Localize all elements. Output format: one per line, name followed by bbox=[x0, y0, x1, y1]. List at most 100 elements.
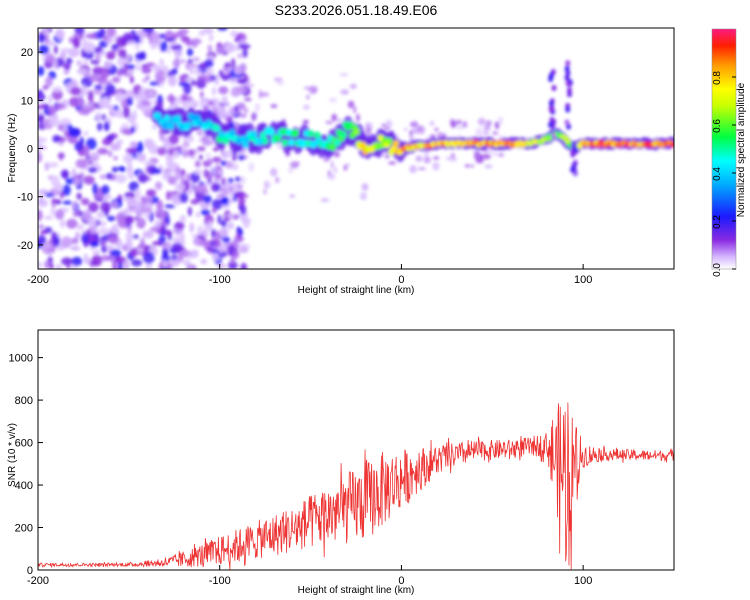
heatmap-cell bbox=[95, 112, 102, 122]
heatmap-cell bbox=[566, 87, 572, 94]
heatmap-cell bbox=[111, 43, 119, 52]
heatmap-ridge-cell bbox=[268, 128, 275, 136]
heatmap-cell bbox=[263, 181, 272, 189]
heatmap-cell bbox=[38, 261, 43, 268]
heatmap-cell bbox=[159, 58, 164, 65]
heatmap-x-axis: -200 -100 0 100 bbox=[27, 264, 592, 286]
heatmap-cell bbox=[477, 117, 486, 126]
heatmap-cell bbox=[207, 220, 212, 231]
heatmap-cell bbox=[232, 73, 244, 78]
heatmap-cell bbox=[100, 201, 111, 213]
heatmap-cell bbox=[178, 59, 187, 64]
heatmap-cell bbox=[226, 221, 235, 230]
heatmap-cell bbox=[129, 75, 134, 84]
heatmap-cell bbox=[123, 197, 134, 202]
heatmap-cell bbox=[99, 174, 108, 180]
heatmap-cell bbox=[46, 162, 59, 168]
heatmap-cell bbox=[485, 120, 492, 127]
y-tick-label: 0 bbox=[27, 565, 33, 577]
heatmap-cell bbox=[65, 82, 71, 93]
heatmap-cell bbox=[209, 166, 217, 175]
y-tick-label: 600 bbox=[15, 438, 33, 450]
heatmap-cell bbox=[462, 121, 468, 128]
heatmap-cell bbox=[105, 172, 113, 180]
heatmap-cell bbox=[572, 145, 578, 152]
heatmap-cell bbox=[74, 28, 85, 35]
y-tick-label: 1000 bbox=[9, 353, 33, 365]
heatmap-cell bbox=[333, 151, 340, 158]
heatmap-cell bbox=[56, 28, 65, 41]
heatmap-cell bbox=[289, 194, 296, 198]
heatmap-cell bbox=[275, 176, 280, 184]
heatmap-cell bbox=[123, 259, 130, 269]
heatmap-cell bbox=[168, 134, 179, 145]
heatmap-cell bbox=[45, 75, 53, 88]
heatmap-y-axis: -20 -10 0 10 20 bbox=[17, 47, 43, 252]
heatmap-cell bbox=[248, 162, 255, 172]
heatmap-cell bbox=[432, 156, 440, 160]
heatmap-cell bbox=[145, 189, 156, 197]
heatmap-cell bbox=[76, 60, 83, 66]
heatmap-blobs bbox=[38, 28, 674, 269]
heatmap-cell bbox=[243, 97, 252, 102]
heatmap-cell bbox=[302, 104, 311, 110]
heatmap-cell bbox=[164, 37, 176, 42]
heatmap-cell bbox=[137, 173, 149, 184]
heatmap-cell bbox=[182, 139, 190, 149]
heatmap-cell bbox=[126, 163, 133, 176]
heatmap-cell bbox=[208, 34, 214, 42]
heatmap-cell bbox=[80, 197, 90, 206]
heatmap-cell bbox=[364, 122, 372, 132]
heatmap-cell bbox=[217, 169, 223, 176]
heatmap-cell bbox=[188, 64, 194, 75]
heatmap-cell bbox=[193, 68, 203, 75]
heatmap-cell bbox=[258, 89, 263, 99]
heatmap-cell bbox=[50, 208, 56, 215]
heatmap-cell bbox=[90, 240, 99, 248]
heatmap-ridge-cell bbox=[392, 140, 400, 148]
heatmap-cell bbox=[302, 119, 309, 125]
heatmap-cell bbox=[237, 53, 243, 59]
heatmap-cell bbox=[62, 200, 73, 205]
heatmap-cell bbox=[196, 130, 202, 136]
heatmap-cell bbox=[168, 93, 174, 101]
heatmap-cell bbox=[233, 249, 240, 259]
heatmap-cell bbox=[44, 260, 50, 269]
heatmap-cell bbox=[132, 109, 137, 122]
heatmap-cell bbox=[86, 101, 93, 109]
heatmap-cell bbox=[149, 31, 160, 44]
heatmap-cell bbox=[55, 263, 63, 269]
heatmap-cell bbox=[340, 89, 348, 95]
heatmap-cell bbox=[122, 49, 127, 60]
heatmap-cell bbox=[170, 45, 182, 50]
heatmap-cell bbox=[356, 113, 360, 122]
heatmap-cell bbox=[62, 184, 71, 196]
heatmap-cell bbox=[48, 94, 53, 104]
heatmap-cell bbox=[329, 97, 337, 103]
heatmap-cell bbox=[216, 194, 225, 199]
heatmap-cell bbox=[135, 44, 140, 50]
heatmap-cell bbox=[151, 123, 157, 130]
heatmap-cell bbox=[167, 176, 178, 185]
heatmap-cell bbox=[52, 236, 61, 247]
heatmap-cell bbox=[170, 100, 175, 106]
heatmap-cell bbox=[101, 254, 110, 262]
heatmap-cell bbox=[80, 233, 90, 244]
heatmap-cell bbox=[101, 184, 110, 195]
heatmap-ridge-cell bbox=[292, 129, 299, 137]
heatmap-cell bbox=[156, 199, 164, 212]
heatmap-cell bbox=[295, 161, 300, 166]
heatmap-ridge-cell bbox=[251, 130, 258, 139]
heatmap-cell bbox=[173, 199, 180, 205]
heatmap-cell bbox=[224, 42, 236, 54]
heatmap-cell bbox=[190, 249, 199, 259]
heatmap-cell bbox=[50, 113, 59, 121]
heatmap-cell bbox=[38, 104, 45, 110]
heatmap-cell bbox=[194, 160, 201, 168]
y-tick-label: -20 bbox=[17, 240, 33, 252]
heatmap-cell bbox=[423, 156, 432, 164]
y-tick-label: 800 bbox=[15, 395, 33, 407]
heatmap-cell bbox=[59, 219, 66, 229]
heatmap-cell bbox=[126, 96, 133, 106]
heatmap-cell bbox=[63, 63, 71, 71]
